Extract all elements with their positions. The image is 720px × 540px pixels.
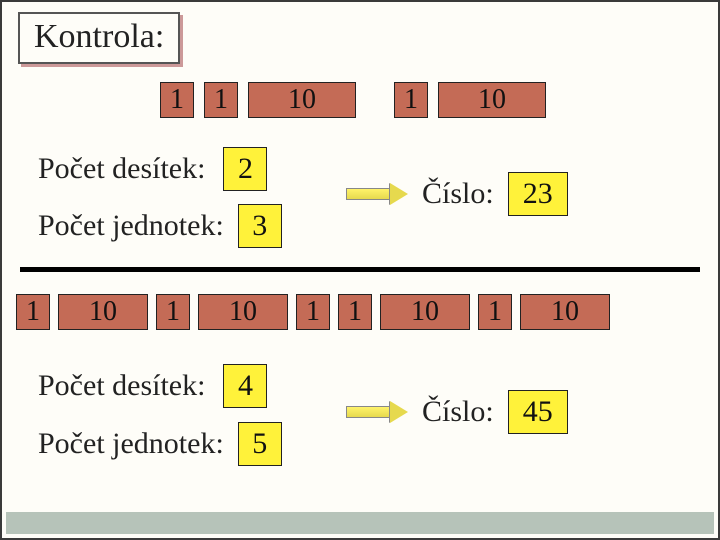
tens-value: 4 — [223, 364, 267, 408]
arrow-icon — [346, 185, 408, 203]
tile-10: 10 — [248, 82, 356, 118]
tile-1: 1 — [394, 82, 428, 118]
result-value: 23 — [508, 172, 568, 216]
result-label: Číslo: — [422, 395, 494, 429]
tile-10: 10 — [380, 294, 470, 330]
section2-tens: Počet desítek: 4 — [38, 364, 267, 408]
units-value: 3 — [238, 204, 282, 248]
tile-1: 1 — [338, 294, 372, 330]
tile-1: 1 — [478, 294, 512, 330]
section1-tiles: 1 1 10 1 10 — [160, 82, 546, 118]
separator — [20, 267, 700, 272]
title-text: Kontrola: — [34, 18, 164, 55]
result-label: Číslo: — [422, 177, 494, 211]
tile-1: 1 — [16, 294, 50, 330]
section1-tens: Počet desítek: 2 — [38, 147, 267, 191]
tile-1: 1 — [160, 82, 194, 118]
units-value: 5 — [238, 422, 282, 466]
tile-10: 10 — [520, 294, 610, 330]
units-label: Počet jednotek: — [38, 427, 224, 461]
result-value: 45 — [508, 390, 568, 434]
tile-10: 10 — [58, 294, 148, 330]
tile-1: 1 — [204, 82, 238, 118]
section2-tiles: 1 10 1 10 1 1 10 1 10 — [16, 294, 610, 330]
slide: Kontrola: 1 1 10 1 10 Počet desítek: 2 P… — [0, 0, 720, 540]
slide-content: Kontrola: 1 1 10 1 10 Počet desítek: 2 P… — [20, 12, 700, 508]
bottom-strip — [6, 512, 714, 534]
arrow-icon — [346, 403, 408, 421]
title-box: Kontrola: — [18, 12, 180, 64]
units-label: Počet jednotek: — [38, 209, 224, 243]
tens-value: 2 — [223, 147, 267, 191]
section2-units: Počet jednotek: 5 — [38, 422, 282, 466]
tile-1: 1 — [296, 294, 330, 330]
section1-units: Počet jednotek: 3 — [38, 204, 282, 248]
tile-1: 1 — [156, 294, 190, 330]
tile-10: 10 — [198, 294, 288, 330]
tens-label: Počet desítek: — [38, 152, 205, 186]
tens-label: Počet desítek: — [38, 369, 205, 403]
section2-result: Číslo: 45 — [346, 390, 568, 434]
tile-10: 10 — [438, 82, 546, 118]
section1-result: Číslo: 23 — [346, 172, 568, 216]
